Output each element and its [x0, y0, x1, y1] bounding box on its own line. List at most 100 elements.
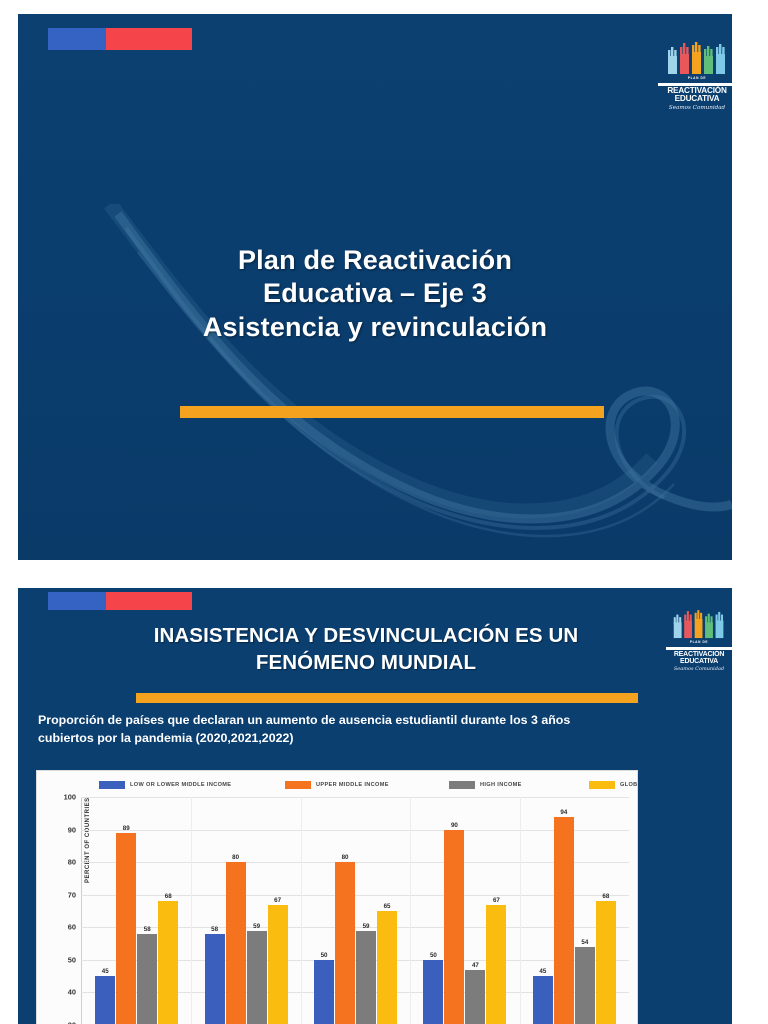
bar-group: 45 94 54 68 [519, 797, 629, 1024]
bar-value-label: 68 [164, 893, 172, 901]
bar-value-label: 54 [581, 938, 589, 946]
legend-item[interactable]: LOW OR LOWER MIDDLE INCOME [99, 781, 231, 789]
group-separator [191, 797, 193, 1024]
logo-line-2: EDUCATIVA [680, 658, 718, 666]
slide-1-title-underline [180, 406, 604, 418]
bar-value-label: 80 [232, 854, 240, 862]
bar-column[interactable]: 59 [356, 797, 377, 1024]
group-separator [519, 797, 521, 1024]
bar-column[interactable]: 90 [444, 797, 465, 1024]
bar-value-label: 68 [602, 893, 610, 901]
bar[interactable] [553, 816, 574, 1024]
reactivacion-educativa-logo: PLAN DE REACTIVACIÓN EDUCATIVA Seamos Co… [658, 42, 732, 111]
logo-plan-text: PLAN DE [689, 640, 709, 644]
legend-swatch [449, 781, 475, 789]
legend-label: GLOBAL [620, 782, 638, 788]
bar[interactable] [95, 976, 116, 1024]
logo-divider [658, 83, 732, 86]
slide-2-title-line-2: FENÓMENO MUNDIAL [255, 651, 477, 675]
y-axis-tick-label: 100 [63, 792, 76, 802]
legend-swatch [99, 781, 125, 789]
bar-value-label: 45 [101, 968, 109, 976]
y-axis-tick-label: 80 [67, 857, 76, 867]
bar-value-label: 65 [383, 903, 391, 910]
bar-column[interactable]: 94 [553, 797, 574, 1024]
bar-chart-panel: LOW OR LOWER MIDDLE INCOME UPPER MIDDLE I… [36, 770, 638, 1024]
bar-column[interactable]: 67 [486, 797, 507, 1024]
y-axis-tick-label: 30 [68, 1021, 76, 1024]
bar[interactable] [246, 930, 267, 1024]
legend-label: LOW OR LOWER MIDDLE INCOME [130, 782, 232, 788]
bar[interactable] [314, 959, 335, 1024]
bar-column[interactable]: 58 [137, 797, 158, 1024]
bar[interactable] [116, 832, 137, 1024]
bar[interactable] [204, 933, 225, 1024]
chile-flag-bar [48, 28, 192, 50]
bar-column[interactable]: 80 [335, 797, 356, 1024]
bar[interactable] [595, 901, 616, 1024]
bar-column[interactable]: 47 [465, 797, 486, 1024]
raised-hands-icon [673, 610, 724, 639]
gridline [81, 829, 629, 831]
legend-label: HIGH INCOME [480, 782, 522, 788]
y-axis-tick-label: 50 [67, 955, 76, 965]
slide-2-chart-slide: PLAN DE REACTIVACIÓN EDUCATIVA Seamos Co… [18, 588, 732, 1024]
bar-value-label: 67 [492, 896, 500, 904]
legend-item[interactable]: HIGH INCOME [449, 781, 522, 789]
bar-column[interactable]: 68 [595, 797, 616, 1024]
bar-value-label: 45 [539, 968, 547, 976]
bar[interactable] [335, 862, 356, 1024]
y-axis-tick-label: 90 [67, 825, 76, 835]
reactivacion-educativa-logo: PLAN DE REACTIVACIÓN EDUCATIVA Seamos Co… [666, 610, 732, 672]
bar-column[interactable]: 50 [423, 797, 444, 1024]
bar-column[interactable]: 45 [95, 797, 116, 1024]
raised-hands-icon [668, 42, 725, 74]
bar[interactable] [137, 933, 158, 1024]
logo-tagline: Seamos Comunidad [668, 104, 726, 111]
legend-item[interactable]: GLOBAL [589, 781, 638, 789]
bar[interactable] [465, 969, 486, 1024]
bar[interactable] [574, 946, 595, 1024]
legend-swatch [285, 781, 311, 789]
chile-flag-bar [48, 592, 192, 610]
bar-column[interactable]: 45 [532, 797, 553, 1024]
bar[interactable] [158, 901, 179, 1024]
bar[interactable] [377, 911, 398, 1024]
slide-2-title-line-1: INASISTENCIA Y DESVINCULACIÓN ES UN [153, 624, 579, 647]
bar-column[interactable]: 50 [314, 797, 335, 1024]
flag-bar-red [106, 28, 192, 50]
bar[interactable] [267, 904, 288, 1024]
bar[interactable] [444, 829, 465, 1024]
bar-column[interactable]: 59 [246, 797, 267, 1024]
bar-column[interactable]: 89 [116, 797, 137, 1024]
slide-2-subtitle-line-2: cubiertos por la pandemia (2020,2021,202… [38, 730, 294, 745]
y-axis-tick-label: 40 [67, 987, 76, 997]
bar[interactable] [356, 930, 377, 1024]
y-axis-tick-label: 60 [67, 922, 76, 932]
flag-bar-blue [48, 28, 106, 50]
slide-1-background [18, 14, 732, 560]
bar-column[interactable]: 67 [267, 797, 288, 1024]
bar-column[interactable]: 54 [574, 797, 595, 1024]
chart-bar-groups: 45 89 58 68 58 80 59 67 50 80 59 65 50 90 47 67 45 94 54 68 [82, 797, 629, 1024]
bar-column[interactable]: 68 [158, 797, 179, 1024]
bar-value-label: 89 [122, 824, 130, 832]
legend-swatch [589, 781, 615, 789]
bar[interactable] [486, 904, 507, 1024]
bar-column[interactable]: 58 [204, 797, 225, 1024]
bar-value-label: 94 [560, 808, 568, 816]
flag-bar-blue [48, 592, 106, 610]
bar[interactable] [225, 862, 246, 1024]
group-separator [300, 797, 302, 1024]
logo-plan-text: PLAN DE [687, 76, 707, 80]
slide-2-title: INASISTENCIA Y DESVINCULACIÓN ES UN FENÓ… [96, 622, 636, 677]
logo-line-1: REACTIVACIÓN [673, 651, 725, 658]
bar-column[interactable]: 80 [225, 797, 246, 1024]
bar[interactable] [423, 959, 444, 1024]
legend-item[interactable]: UPPER MIDDLE INCOME [285, 781, 389, 789]
bar[interactable] [532, 976, 553, 1024]
legend-label: UPPER MIDDLE INCOME [316, 782, 389, 788]
bar-column[interactable]: 65 [377, 797, 398, 1024]
group-separator [410, 797, 412, 1024]
